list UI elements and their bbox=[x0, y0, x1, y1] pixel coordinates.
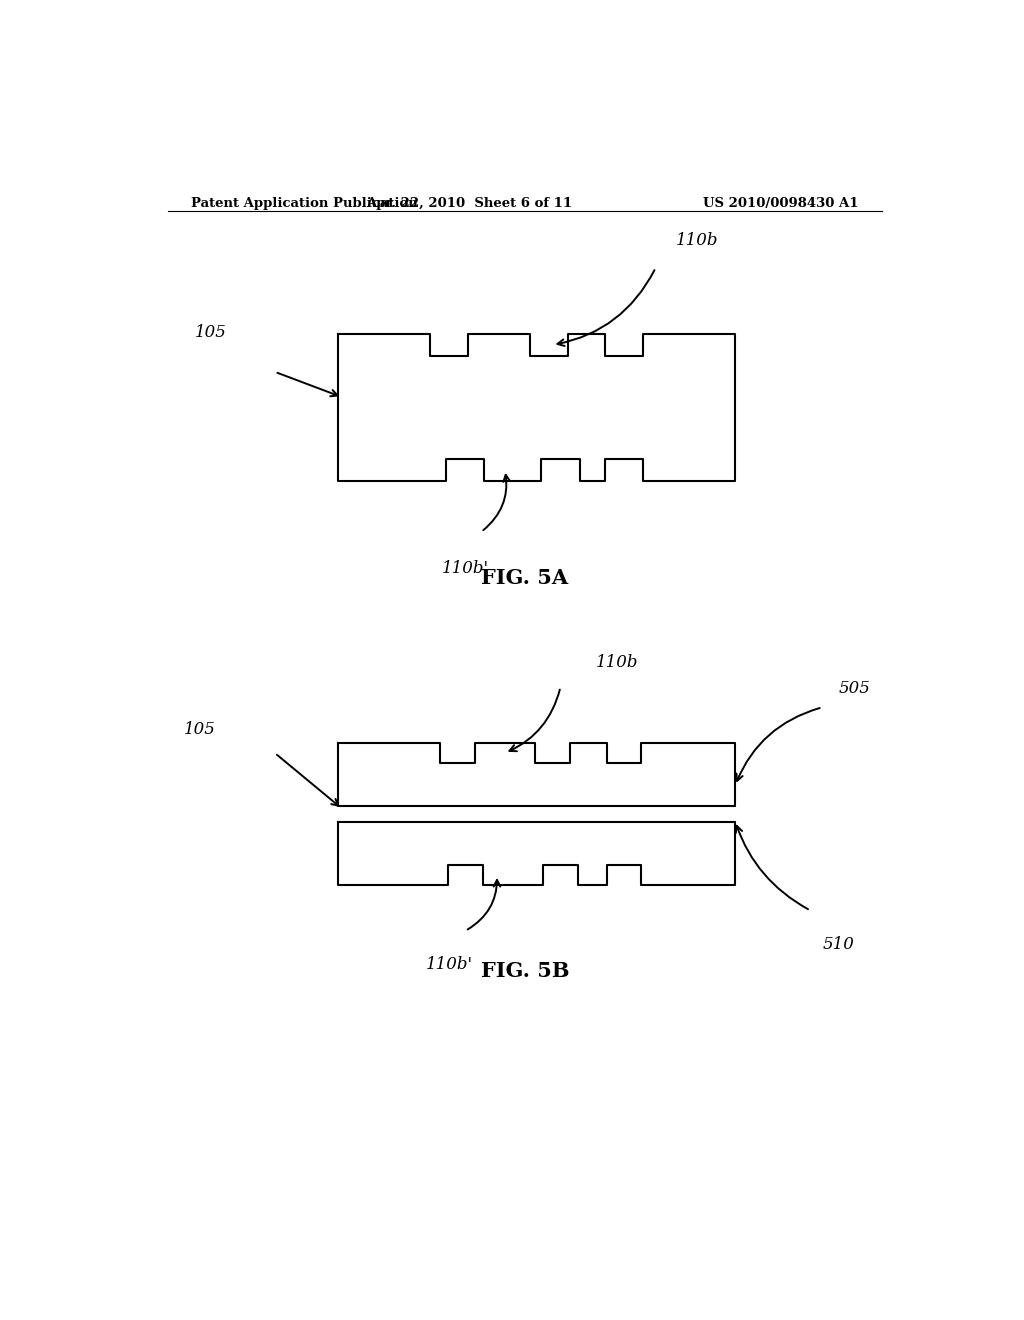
Text: FIG. 5B: FIG. 5B bbox=[480, 961, 569, 981]
Text: Apr. 22, 2010  Sheet 6 of 11: Apr. 22, 2010 Sheet 6 of 11 bbox=[367, 197, 572, 210]
Text: 505: 505 bbox=[839, 680, 870, 697]
Text: 110b: 110b bbox=[676, 232, 718, 249]
Text: 110b: 110b bbox=[596, 653, 639, 671]
Text: US 2010/0098430 A1: US 2010/0098430 A1 bbox=[702, 197, 858, 210]
Text: 105: 105 bbox=[183, 721, 215, 738]
Text: 105: 105 bbox=[196, 325, 227, 342]
Text: FIG. 5A: FIG. 5A bbox=[481, 568, 568, 587]
Text: 110b': 110b' bbox=[426, 956, 473, 973]
Text: Patent Application Publication: Patent Application Publication bbox=[191, 197, 418, 210]
Text: 510: 510 bbox=[822, 936, 854, 953]
Text: 110b': 110b' bbox=[441, 561, 488, 577]
